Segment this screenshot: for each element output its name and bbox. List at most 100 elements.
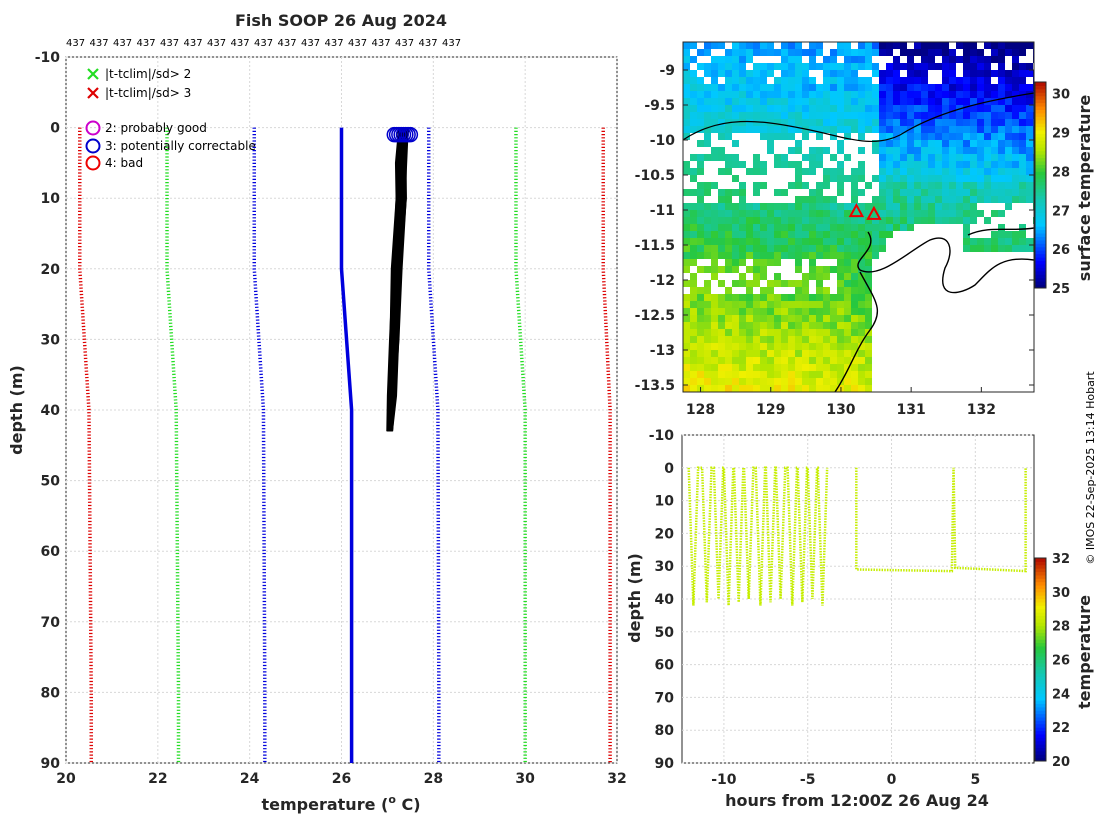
sst-cell bbox=[739, 42, 746, 49]
sst-cell bbox=[767, 259, 774, 266]
sst-cell bbox=[1026, 112, 1033, 119]
sst-cell bbox=[844, 91, 851, 98]
sst-cell bbox=[718, 154, 725, 161]
sst-cell bbox=[858, 91, 865, 98]
sst-cell bbox=[956, 161, 963, 168]
sst-cell bbox=[1005, 245, 1012, 252]
sst-cell bbox=[984, 126, 991, 133]
sst-cell bbox=[795, 322, 802, 329]
sst-cell bbox=[1012, 105, 1019, 112]
sst-cell bbox=[725, 231, 732, 238]
sst-cell bbox=[886, 77, 893, 84]
sst-cell bbox=[998, 189, 1005, 196]
sst-cell bbox=[683, 203, 690, 210]
sst-cell bbox=[879, 168, 886, 175]
sst-cell bbox=[1019, 168, 1026, 175]
colorbar-segment bbox=[1035, 112, 1046, 117]
sst-cell bbox=[942, 91, 949, 98]
sst-cell bbox=[704, 42, 711, 49]
sst-cell bbox=[823, 294, 830, 301]
sst-cell bbox=[837, 259, 844, 266]
sst-cell bbox=[844, 308, 851, 315]
sst-cell bbox=[774, 112, 781, 119]
sst-cell bbox=[732, 378, 739, 385]
sst-cell bbox=[837, 252, 844, 259]
sst-cell bbox=[858, 42, 865, 49]
sst-cell bbox=[991, 168, 998, 175]
sst-cell bbox=[830, 49, 837, 56]
sst-cell bbox=[837, 42, 844, 49]
sst-cell bbox=[725, 189, 732, 196]
sst-cell bbox=[704, 287, 711, 294]
sst-cell bbox=[956, 217, 963, 224]
sst-cell bbox=[851, 168, 858, 175]
sst-cell bbox=[802, 357, 809, 364]
sst-cell bbox=[837, 343, 844, 350]
sst-cell bbox=[949, 168, 956, 175]
sst-cell bbox=[718, 385, 725, 392]
sst-cell bbox=[788, 280, 795, 287]
sst-cell bbox=[704, 378, 711, 385]
sst-cell bbox=[802, 196, 809, 203]
sst-cell bbox=[858, 259, 865, 266]
sst-cell bbox=[809, 196, 816, 203]
sst-cell bbox=[788, 42, 795, 49]
sst-cell bbox=[816, 301, 823, 308]
sst-cell bbox=[844, 329, 851, 336]
colorbar-segment bbox=[1035, 171, 1046, 176]
sst-cell bbox=[725, 84, 732, 91]
sst-cell bbox=[900, 42, 907, 49]
sst-cell bbox=[830, 175, 837, 182]
sst-cell bbox=[767, 112, 774, 119]
sst-cell bbox=[795, 105, 802, 112]
sst-cell bbox=[991, 84, 998, 91]
sst-cell bbox=[963, 161, 970, 168]
sst-cell bbox=[858, 56, 865, 63]
sst-cell bbox=[1012, 147, 1019, 154]
sst-cell bbox=[865, 126, 872, 133]
sst-cell bbox=[893, 112, 900, 119]
sst-cell bbox=[907, 224, 914, 231]
sst-cell bbox=[697, 91, 704, 98]
sst-cell bbox=[816, 112, 823, 119]
sst-cell bbox=[809, 266, 816, 273]
sst-cell bbox=[942, 189, 949, 196]
sst-cell bbox=[977, 147, 984, 154]
sst-cell bbox=[781, 133, 788, 140]
sst-cell bbox=[788, 224, 795, 231]
sst-cell bbox=[739, 119, 746, 126]
sst-cell bbox=[809, 203, 816, 210]
sst-cell bbox=[809, 217, 816, 224]
sst-cell bbox=[837, 350, 844, 357]
sst-cell bbox=[746, 357, 753, 364]
y-tick-label: 90 bbox=[655, 756, 675, 772]
sst-cell bbox=[753, 308, 760, 315]
sst-cell bbox=[830, 385, 837, 392]
colorbar-segment bbox=[1035, 747, 1046, 752]
sst-cell bbox=[690, 119, 697, 126]
sst-cell bbox=[907, 56, 914, 63]
sst-cell bbox=[858, 77, 865, 84]
profile-y-label: depth (m) bbox=[7, 365, 26, 455]
sst-cell bbox=[746, 119, 753, 126]
colorbar-segment bbox=[1035, 116, 1046, 121]
sst-cell bbox=[928, 161, 935, 168]
sst-cell bbox=[816, 280, 823, 287]
sst-cell bbox=[816, 273, 823, 280]
sst-cell bbox=[739, 224, 746, 231]
sst-cell bbox=[760, 161, 767, 168]
y-tick-label: -11 bbox=[650, 203, 675, 219]
sst-cell bbox=[1026, 182, 1033, 189]
sst-cell bbox=[844, 63, 851, 70]
sst-cell bbox=[991, 147, 998, 154]
sst-cell bbox=[781, 49, 788, 56]
sst-cell bbox=[683, 126, 690, 133]
sst-cell bbox=[837, 371, 844, 378]
sst-cell bbox=[823, 343, 830, 350]
sst-cell bbox=[732, 224, 739, 231]
clim-line-clim-1sd bbox=[252, 127, 267, 763]
sst-cell bbox=[711, 294, 718, 301]
sst-cell bbox=[753, 273, 760, 280]
legend-label: |t-tclim|/sd> 2 bbox=[105, 67, 191, 81]
